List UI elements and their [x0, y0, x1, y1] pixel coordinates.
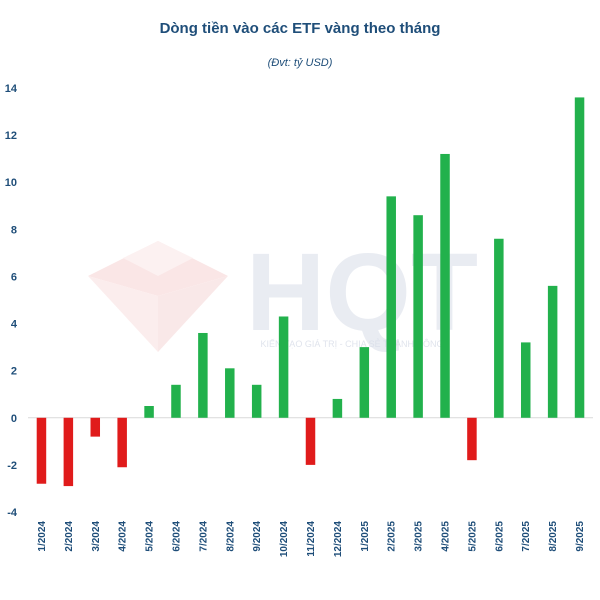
- bar-9-2025: [574, 97, 585, 418]
- y-tick-label: -4: [7, 507, 18, 519]
- bar-5-2025: [467, 417, 477, 461]
- y-tick-label: 10: [5, 177, 17, 189]
- bar-6-2024: [171, 384, 181, 418]
- bar-4-2024: [117, 417, 127, 468]
- x-tick-label: 6/2024: [171, 521, 182, 552]
- x-tick-label: 3/2025: [414, 521, 425, 552]
- y-tick-label: 6: [11, 271, 17, 283]
- chart-subtitle: (Đvt: tỷ USD): [267, 57, 333, 69]
- bar-2-2025: [386, 196, 396, 418]
- bar-8-2025: [547, 285, 558, 418]
- x-tick-label: 9/2025: [575, 521, 586, 552]
- bar-8-2024: [225, 368, 235, 418]
- x-tick-label: 3/2024: [91, 521, 102, 552]
- y-tick-label: 4: [11, 319, 18, 331]
- x-tick-label: 12/2024: [333, 521, 344, 558]
- bar-5-2024: [144, 406, 154, 418]
- bar-3-2025: [413, 215, 423, 418]
- watermark-diamond-icon: [88, 241, 228, 352]
- chart-title: Dòng tiền vào các ETF vàng theo tháng: [159, 20, 441, 37]
- y-tick-label: 12: [5, 130, 17, 142]
- bar-12-2024: [332, 398, 343, 418]
- x-tick-label: 1/2025: [360, 521, 371, 552]
- x-axis: 1/2024 2/2024 3/2024 4/2024 5/2024 6/2024 7/20…: [37, 521, 586, 558]
- x-tick-label: 9/2024: [252, 521, 263, 552]
- bar-9-2024: [251, 384, 262, 418]
- x-tick-label: 6/2025: [494, 521, 505, 552]
- bar-6-2025: [494, 238, 504, 418]
- x-tick-label: 8/2024: [225, 521, 236, 552]
- bar-4-2025: [440, 153, 450, 418]
- y-tick-label: -2: [7, 460, 17, 472]
- y-tick-label: 14: [5, 83, 18, 95]
- bars: [36, 97, 585, 487]
- y-tick-label: 8: [11, 224, 17, 236]
- watermark-tagline: KIẾN TẠO GIÁ TRỊ - CHIA SẺ THÀNH CÔNG: [260, 338, 443, 349]
- x-tick-label: 8/2025: [548, 521, 559, 552]
- y-tick-label: 0: [11, 413, 17, 425]
- x-tick-label: 10/2024: [279, 521, 290, 558]
- x-tick-label: 7/2025: [521, 521, 532, 552]
- x-tick-label: 5/2025: [467, 521, 478, 552]
- bar-11-2024: [305, 417, 316, 465]
- x-tick-label: 2/2025: [387, 521, 398, 552]
- bar-10-2024: [278, 316, 289, 418]
- bar-1-2025: [359, 347, 370, 418]
- y-axis: -4 -2 0 2 4 6 8 10 12 14: [5, 83, 18, 519]
- x-tick-label: 2/2024: [64, 521, 75, 552]
- x-tick-label: 4/2025: [441, 521, 452, 552]
- x-tick-label: 1/2024: [37, 521, 48, 552]
- bar-7-2024: [198, 332, 208, 418]
- bar-1-2024: [36, 417, 47, 484]
- y-tick-label: 2: [11, 366, 17, 378]
- x-tick-label: 7/2024: [198, 521, 209, 552]
- x-tick-label: 5/2024: [145, 521, 156, 552]
- bar-3-2024: [90, 417, 101, 437]
- x-tick-label: 11/2024: [306, 521, 317, 557]
- bar-7-2025: [520, 342, 531, 418]
- bar-2-2024: [63, 417, 74, 487]
- x-tick-label: 4/2024: [118, 521, 129, 552]
